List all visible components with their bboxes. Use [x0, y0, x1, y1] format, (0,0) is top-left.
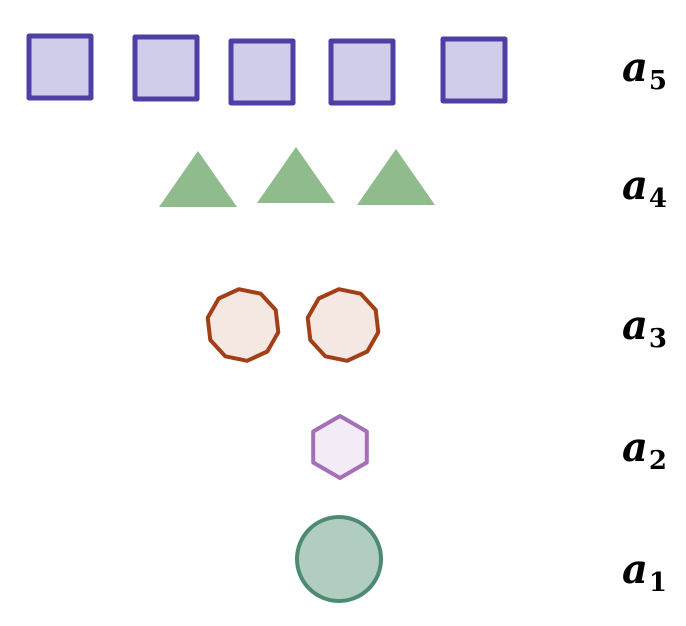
row-label-a4: a4 [622, 162, 668, 215]
row-label-a3: a3 [622, 302, 668, 355]
hexagon-icon [311, 414, 369, 480]
decagon-icon [205, 287, 281, 363]
circle-icon [295, 515, 383, 603]
triangle-icon [257, 147, 335, 203]
row-label-a2: a2 [622, 424, 668, 477]
square-icon [132, 34, 200, 102]
row-label-a5: a5 [622, 44, 668, 97]
triangle-icon [159, 151, 237, 207]
square-icon [440, 36, 508, 104]
decagon-icon [305, 287, 381, 363]
square-icon [26, 33, 94, 101]
square-icon [328, 38, 396, 106]
row-label-a1: a1 [622, 546, 668, 599]
square-icon [228, 38, 296, 106]
triangle-icon [357, 149, 435, 205]
